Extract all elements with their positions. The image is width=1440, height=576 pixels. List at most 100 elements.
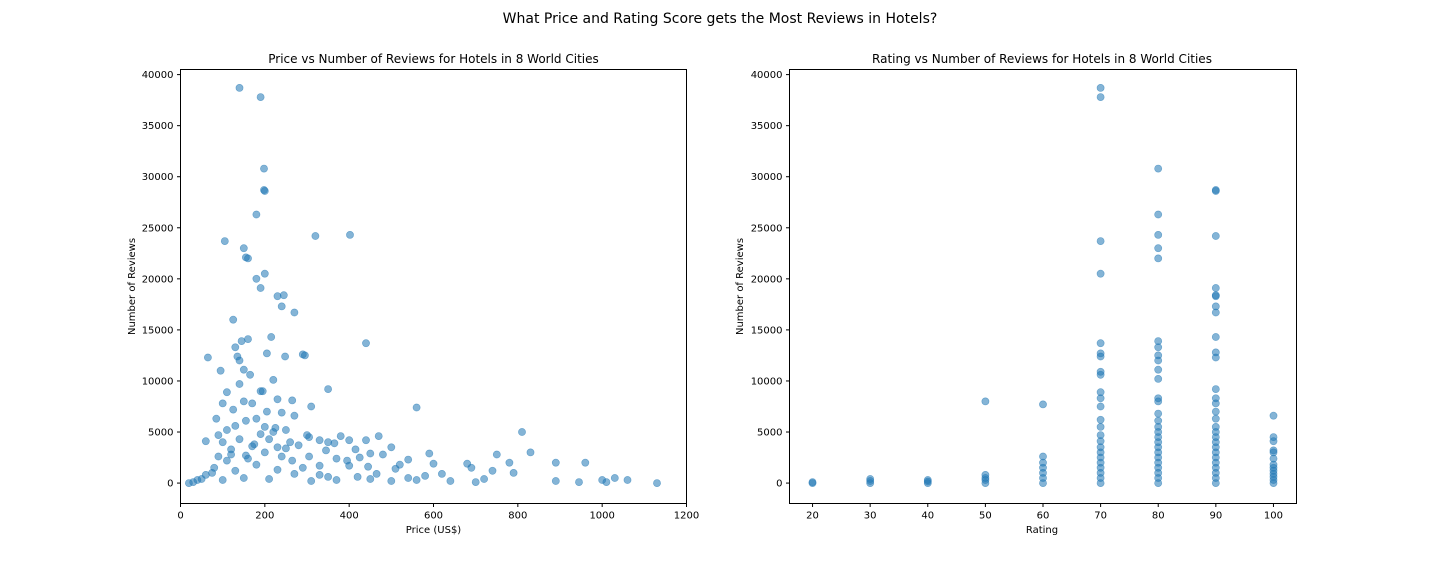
scatter-point xyxy=(273,292,282,301)
scatter-point xyxy=(265,435,273,444)
scatter-point xyxy=(222,426,231,434)
scatter-point xyxy=(372,469,381,478)
scatter-point xyxy=(488,466,497,475)
chart-title: Price vs Number of Reviews for Hotels in… xyxy=(268,52,599,66)
y-tick-label: 35000 xyxy=(142,121,174,132)
scatter-point xyxy=(203,353,212,362)
scatter-point xyxy=(324,472,332,481)
y-tick-label: 0 xyxy=(167,479,173,490)
scatter-point xyxy=(222,388,231,397)
scatter-point xyxy=(1096,402,1105,411)
x-axis-label: Rating xyxy=(1026,525,1058,536)
scatter-point xyxy=(235,380,244,388)
scatter-point xyxy=(471,478,480,486)
scatter-point xyxy=(981,470,990,479)
x-tick-label: 60 xyxy=(1037,511,1050,522)
scatter-point xyxy=(214,452,223,461)
x-tick-label: 100 xyxy=(1264,511,1283,522)
scatter-point xyxy=(235,84,244,92)
scatter-point xyxy=(1211,302,1220,311)
scatter-point xyxy=(1211,414,1220,423)
scatter-point xyxy=(208,468,216,477)
scatter-point xyxy=(281,352,289,361)
scatter-point xyxy=(351,445,360,454)
scatter-point xyxy=(218,399,227,408)
scatter-point xyxy=(1154,416,1163,425)
y-tick-label: 25000 xyxy=(142,223,174,234)
scatter-point xyxy=(1096,84,1105,92)
scatter-point xyxy=(1096,388,1105,397)
scatter-point xyxy=(260,164,268,173)
scatter-point xyxy=(1096,269,1105,278)
scatter-point xyxy=(273,395,282,404)
scatter-point xyxy=(252,274,261,283)
scatter-point xyxy=(353,472,362,481)
x-tick-label: 80 xyxy=(1152,511,1165,522)
scatter-point xyxy=(244,254,252,263)
x-tick-label: 30 xyxy=(864,511,877,522)
figure-suptitle: What Price and Rating Score gets the Mos… xyxy=(503,11,938,27)
scatter-point xyxy=(307,477,316,485)
x-axis-label: Price (US$) xyxy=(406,525,462,536)
scatter-point xyxy=(229,315,238,324)
y-tick-label: 10000 xyxy=(751,376,783,387)
scatter-point xyxy=(653,479,661,487)
scatter-point xyxy=(492,450,501,459)
y-axis-ticks: 0 5000 10000 15000 20000 25000 30000 35000 40000 xyxy=(142,70,181,490)
scatter-point xyxy=(446,477,455,485)
scatter-point xyxy=(212,414,221,423)
scatter-point xyxy=(290,411,299,420)
y-tick-label: 0 xyxy=(776,479,782,490)
scatter-point xyxy=(1096,367,1105,376)
y-tick-label: 40000 xyxy=(751,70,783,81)
scatter-point xyxy=(201,437,210,446)
x-tick-label: 40 xyxy=(921,511,934,522)
scatter-point xyxy=(1096,93,1105,101)
scatter-point xyxy=(404,455,413,464)
scatter-point xyxy=(526,448,535,457)
scatter-point xyxy=(227,450,235,459)
scatter-point xyxy=(362,436,370,445)
scatter-point xyxy=(345,436,354,445)
scatter-point xyxy=(1154,409,1163,418)
y-tick-label: 10000 xyxy=(142,376,174,387)
scatter-point xyxy=(1154,164,1163,173)
x-tick-label: 0 xyxy=(177,511,183,522)
scatter-point xyxy=(277,302,286,311)
scatter-point xyxy=(551,458,560,467)
scatter-points xyxy=(184,84,661,487)
scatter-point xyxy=(332,476,341,484)
scatter-point xyxy=(1211,385,1220,393)
scatter-point xyxy=(260,187,269,195)
scatter-point xyxy=(362,339,370,348)
scatter-point xyxy=(281,444,290,453)
scatter-point xyxy=(322,446,330,455)
y-axis-ticks: 0 5000 10000 15000 20000 25000 30000 35000 40000 xyxy=(751,70,790,490)
scatter-point xyxy=(610,474,619,482)
scatter-point xyxy=(258,387,267,396)
rating-vs-reviews-chart: Rating vs Number of Reviews for Hotels i… xyxy=(735,52,1297,536)
scatter-point xyxy=(252,460,261,469)
scatter-point xyxy=(1211,422,1220,431)
scatter-point xyxy=(412,403,421,412)
scatter-point xyxy=(315,436,324,445)
x-tick-label: 90 xyxy=(1209,511,1222,522)
scatter-point xyxy=(505,458,514,467)
scatter-point xyxy=(231,466,240,475)
scatter-point xyxy=(1096,237,1105,245)
x-tick-label: 400 xyxy=(340,511,359,522)
scatter-point xyxy=(298,463,307,472)
scatter-point xyxy=(1154,394,1163,403)
scatter-point xyxy=(197,475,206,483)
scatter-point xyxy=(256,284,265,292)
scatter-point xyxy=(1039,452,1047,461)
scatter-point xyxy=(866,475,875,483)
y-tick-label: 25000 xyxy=(751,223,783,234)
scatter-point xyxy=(366,475,375,483)
scatter-point xyxy=(256,430,265,438)
scatter-point xyxy=(214,431,223,439)
plot-area-frame xyxy=(789,69,1297,504)
scatter-point xyxy=(218,438,227,447)
scatter-point xyxy=(518,428,526,436)
scatter-point xyxy=(324,385,332,393)
